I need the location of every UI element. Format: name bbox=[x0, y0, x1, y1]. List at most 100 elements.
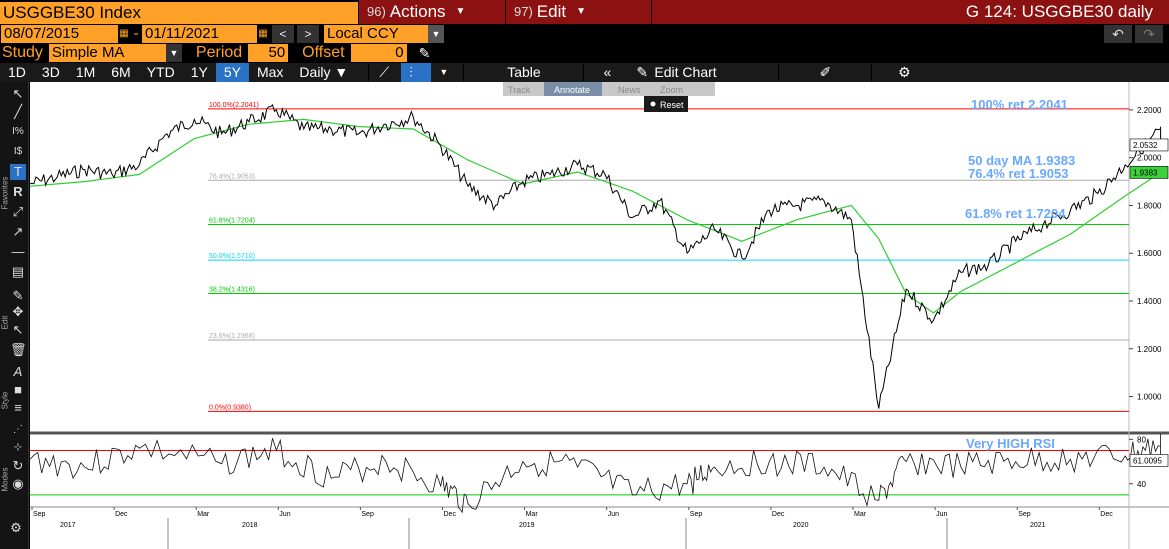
x-tick-label: Sep bbox=[690, 511, 703, 518]
year-label: 2017 bbox=[60, 522, 76, 529]
axes: 2.2000 2.0000 1.8000 1.6000 1.4000 1.2000 1.00… bbox=[31, 106, 1169, 549]
offset-field[interactable]: 0 bbox=[350, 44, 407, 62]
price-line bbox=[30, 104, 1162, 409]
fib-label: 76.4%(1.9053) bbox=[209, 173, 255, 180]
gear-icon[interactable]: ⚙ bbox=[898, 64, 911, 80]
x-tick-label: Jun bbox=[608, 511, 619, 518]
divider bbox=[463, 64, 465, 81]
ticker-title[interactable]: USGGBE30 Index bbox=[0, 1, 358, 24]
header-bar: USGGBE30 Index 96) Actions ▼ 97) Edit ▼ G 12… bbox=[0, 0, 1169, 24]
gear-icon[interactable]: ⚙ bbox=[10, 520, 22, 535]
last-rsi-tag-box bbox=[1129, 454, 1169, 467]
chevron-down-icon[interactable]: ▼ bbox=[165, 44, 182, 62]
chevron-down-icon[interactable]: ▼ bbox=[439, 67, 449, 77]
range-ytd[interactable]: YTD bbox=[146, 64, 175, 80]
grid bbox=[30, 82, 1169, 549]
currency-select[interactable]: Local CCY bbox=[324, 24, 428, 43]
range-toolbar: 1D 3D 1M 6M YTD 1Y 5Y Max Daily ▼ ⟋ ⫶ ▼ … bbox=[0, 63, 1169, 82]
modes-label: Modes bbox=[0, 467, 10, 492]
track-button[interactable]: Track bbox=[508, 85, 531, 95]
edit-style-icon[interactable]: ✐ bbox=[819, 64, 832, 80]
actions-label: Actions bbox=[389, 2, 446, 21]
year-label: 2021 bbox=[1030, 522, 1046, 529]
study-select[interactable]: Simple MA bbox=[48, 44, 166, 62]
annotation-text: Very HIGH RSI bbox=[966, 436, 1055, 451]
next-period-button[interactable]: > bbox=[297, 24, 319, 43]
pencil-icon[interactable]: ✎ bbox=[418, 44, 431, 61]
prev-period-button[interactable]: < bbox=[272, 24, 294, 43]
period-label: Period bbox=[195, 44, 243, 61]
range-3d[interactable]: 3D bbox=[41, 64, 60, 80]
percent-icon[interactable]: I% bbox=[12, 126, 24, 137]
horizontal-line-icon[interactable]: — bbox=[11, 244, 25, 259]
start-date-field[interactable]: 08/07/2015 bbox=[1, 24, 118, 43]
news-button[interactable]: News bbox=[618, 85, 641, 95]
year-label: 2019 bbox=[519, 522, 535, 529]
table-button[interactable]: Table bbox=[507, 64, 541, 80]
range-1y[interactable]: 1Y bbox=[190, 64, 208, 80]
color-icon[interactable]: ■ bbox=[14, 382, 22, 397]
trendline-icon[interactable]: ╱ bbox=[14, 104, 22, 119]
crosshair-icon[interactable]: ⊹ bbox=[13, 442, 23, 453]
channel-icon[interactable]: ▤ bbox=[11, 264, 25, 279]
text-style-icon[interactable]: A bbox=[13, 364, 23, 379]
undo-icon[interactable]: ↶ bbox=[1104, 24, 1132, 43]
edit-menu[interactable]: 97) Edit ▼ bbox=[505, 0, 651, 24]
offset-label: Offset bbox=[302, 44, 345, 61]
retracement-icon[interactable]: R bbox=[13, 184, 23, 199]
year-label: 2018 bbox=[242, 522, 258, 529]
ray-icon[interactable]: ⤢ bbox=[12, 204, 24, 219]
pencil-icon[interactable]: ✎ bbox=[12, 288, 24, 303]
calendar-icon[interactable]: ▦ bbox=[258, 27, 268, 39]
calendar-icon[interactable]: ▦ bbox=[119, 27, 129, 39]
favorites-label: Favorites bbox=[0, 176, 10, 210]
pencil-icon[interactable]: ✎ bbox=[636, 64, 649, 80]
select-icon[interactable]: ↖ bbox=[12, 322, 24, 337]
annotation-text: 76.4% ret 1.9053 bbox=[968, 166, 1068, 181]
palette-icon[interactable]: ◉ bbox=[12, 476, 24, 491]
range-6m[interactable]: 6M bbox=[111, 64, 131, 80]
y-tick-label: 1.6000 bbox=[1137, 249, 1162, 258]
bar-chart-icon[interactable]: ⫶ bbox=[401, 63, 432, 82]
chevron-down-icon[interactable]: ▼ bbox=[428, 24, 444, 43]
redo-icon[interactable]: ↷ bbox=[1135, 24, 1163, 43]
move-icon[interactable]: ✥ bbox=[12, 304, 24, 319]
price-chart[interactable]: 100.0%(2.2041) 76.4%(1.9053) 61.8%(1.7204)… bbox=[30, 82, 1169, 549]
rsi-line bbox=[30, 433, 1161, 514]
cursor-icon[interactable]: ↖ bbox=[12, 86, 24, 101]
x-tick-label: Sep bbox=[361, 511, 374, 518]
end-date-field[interactable]: 01/11/2021 bbox=[142, 24, 257, 43]
y-tick-label: 1.0000 bbox=[1137, 393, 1162, 402]
refresh-icon[interactable]: ↻ bbox=[12, 458, 24, 473]
annotation-text: 50 day MA 1.9383 bbox=[968, 153, 1075, 168]
x-tick-label: Dec bbox=[115, 511, 128, 518]
annotation-text: 61.8% ret 1.7204 bbox=[965, 206, 1066, 221]
edit-chart-button[interactable]: Edit Chart bbox=[654, 64, 717, 80]
range-5y[interactable]: 5Y bbox=[215, 63, 249, 82]
line-weight-icon[interactable]: ≡ bbox=[14, 400, 22, 415]
last-price-tag: 2.0532 bbox=[1133, 141, 1158, 150]
x-tick-label: Jun bbox=[936, 511, 947, 518]
y-tick-label: 2.2000 bbox=[1137, 106, 1162, 115]
frequency-select[interactable]: Daily ▼ bbox=[299, 64, 349, 80]
period-field[interactable]: 50 bbox=[248, 44, 289, 62]
annotation-text: 100% ret 2.2041 bbox=[971, 97, 1068, 112]
dollar-icon[interactable]: I$ bbox=[13, 146, 23, 157]
collapse-icon[interactable]: « bbox=[603, 64, 612, 80]
actions-menu[interactable]: 96) Actions ▼ bbox=[358, 0, 505, 24]
annotate-button[interactable]: Annotate bbox=[554, 85, 590, 95]
range-1m[interactable]: 1M bbox=[75, 64, 96, 80]
reset-button[interactable]: Reset bbox=[660, 100, 684, 110]
measure-icon[interactable]: ⋰ bbox=[13, 424, 23, 435]
fib-icon[interactable]: T bbox=[10, 164, 26, 180]
rsi-tick-label: 80 bbox=[1137, 435, 1146, 444]
edit-label: Edit bbox=[0, 315, 10, 330]
zoom-button[interactable]: Zoom bbox=[660, 85, 683, 95]
arrow-icon[interactable]: ↗ bbox=[12, 224, 24, 239]
line-chart-icon[interactable]: ⟋ bbox=[379, 64, 390, 80]
range-1d[interactable]: 1D bbox=[8, 64, 26, 80]
fib-label: 23.6%(1.2368) bbox=[209, 333, 255, 340]
range-max[interactable]: Max bbox=[256, 64, 284, 80]
trash-icon[interactable]: 🗑 bbox=[10, 342, 27, 357]
